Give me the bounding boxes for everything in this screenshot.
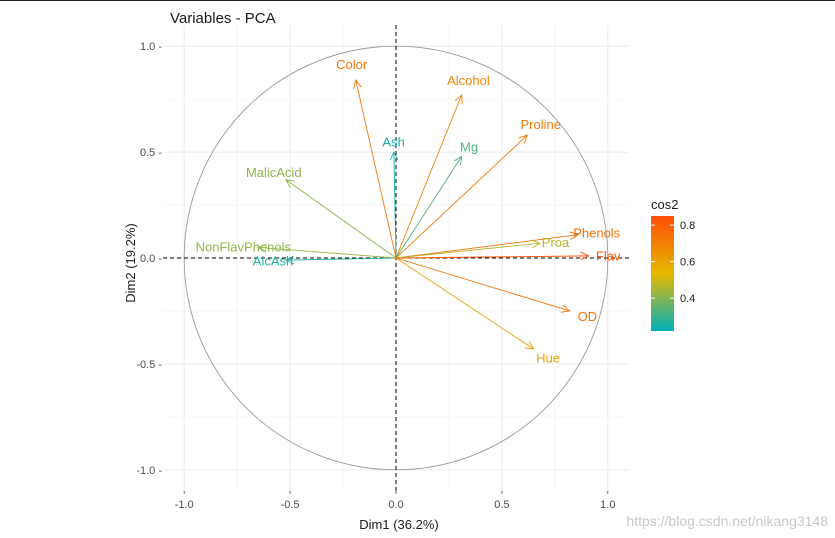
variable-label: Proline <box>521 117 561 132</box>
arrow-head <box>353 79 362 89</box>
variable-label: Phenols <box>573 226 620 241</box>
y-axis-title: Dim2 (19.2%) <box>123 223 138 302</box>
arrow-alcash <box>284 255 397 265</box>
x-tick-label: 0.0 <box>388 499 403 511</box>
arrow-proline <box>395 134 529 259</box>
y-tick-label: 0.5 - <box>140 147 162 159</box>
arrow-shaft <box>395 255 589 259</box>
arrow-proa <box>395 239 542 259</box>
variable-label: OD <box>578 309 598 324</box>
arrow-shaft <box>395 257 534 350</box>
arrow-head <box>518 134 529 144</box>
arrow-shaft <box>395 234 579 259</box>
legend-tick-label: 0.8 <box>680 220 695 232</box>
legend-title: cos2 <box>651 197 678 212</box>
arrow-head <box>453 155 463 166</box>
arrow-color <box>353 79 397 259</box>
arrow-head <box>580 251 590 261</box>
arrow-hue <box>395 257 535 350</box>
y-axis-ticks: -1.0 - -0.5 - 0.0 - 0.5 - 1.0 - <box>136 41 162 477</box>
arrow-ash <box>389 151 399 259</box>
arrow-od <box>395 257 571 313</box>
arrow-head <box>560 304 571 313</box>
arrow-shaft <box>285 179 397 259</box>
arrow-mg <box>395 155 463 259</box>
arrow-shaft <box>395 94 463 259</box>
arrow-head <box>531 239 542 249</box>
arrow-shaft <box>355 79 397 259</box>
arrow-head <box>257 243 267 253</box>
y-tick-label: -1.0 - <box>136 465 162 477</box>
x-axis-title: Dim1 (36.2%) <box>359 517 438 532</box>
arrow-head <box>454 93 463 104</box>
cos2-legend: cos2 0.4 0.6 0.8 <box>651 197 695 331</box>
arrow-head <box>524 341 535 350</box>
legend-ticks: 0.4 0.6 0.8 <box>651 220 695 305</box>
arrow-shaft <box>393 152 397 259</box>
arrow-shaft <box>395 257 570 312</box>
variable-label: Mg <box>460 140 478 155</box>
legend-tick-label: 0.4 <box>680 293 695 305</box>
variable-label: AlcAsh <box>253 253 293 268</box>
variable-label: MalicAcid <box>246 165 302 180</box>
variable-label: Color <box>336 57 368 72</box>
variable-label: Proa <box>542 235 570 250</box>
arrow-head <box>285 179 295 188</box>
variable-label: Ash <box>382 135 404 150</box>
arrow-flav <box>395 251 590 261</box>
arrow-shaft <box>258 246 397 259</box>
y-tick-label: 0.0 - <box>140 253 162 265</box>
y-tick-label: 1.0 - <box>140 41 162 53</box>
arrow-alcohol <box>395 93 463 259</box>
arrow-shaft <box>285 257 397 261</box>
arrow-nonflavphenols <box>257 243 397 259</box>
variable-labels: Alcohol MalicAcid Ash AlcAsh Mg Phenols Flav No… <box>196 57 621 366</box>
x-tick-label: 0.5 <box>494 499 509 511</box>
variable-label: Flav <box>596 249 621 264</box>
arrow-head <box>389 151 399 161</box>
variable-label: Alcohol <box>447 73 490 88</box>
variable-label: NonFlavPhenols <box>196 239 292 254</box>
x-axis-ticks: -1.0 -0.5 0.0 0.5 1.0 <box>175 491 615 511</box>
variable-label: Hue <box>536 350 560 365</box>
arrow-head <box>284 255 295 265</box>
arrow-shaft <box>395 134 528 259</box>
arrow-shaft <box>395 156 463 259</box>
arrow-head <box>569 231 580 240</box>
y-tick-label: -0.5 - <box>136 359 162 371</box>
chart-title: Variables - PCA <box>170 10 276 27</box>
variable-arrows <box>257 79 590 350</box>
x-tick-label: -1.0 <box>175 499 194 511</box>
legend-tick-label: 0.6 <box>680 257 695 269</box>
arrow-phenols <box>395 231 580 259</box>
watermark-text: https://blog.csdn.net/nikang3148 <box>626 513 828 529</box>
arrow-shaft <box>395 242 541 259</box>
legend-colorbar <box>651 216 674 331</box>
arrow-malicacid <box>285 179 397 259</box>
x-tick-label: 1.0 <box>600 499 615 511</box>
x-tick-label: -0.5 <box>281 499 300 511</box>
